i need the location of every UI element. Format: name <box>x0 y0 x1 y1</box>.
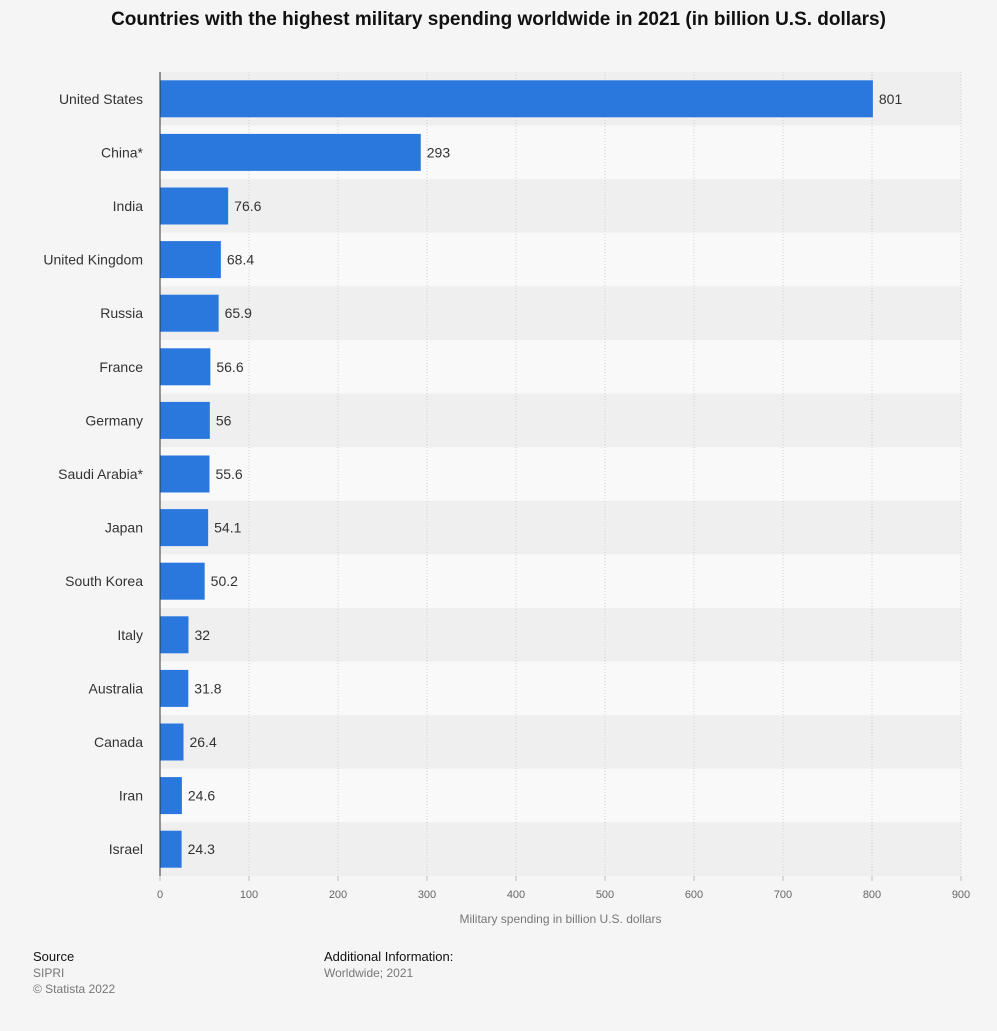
source-block: Source SIPRI © Statista 2022 <box>33 949 115 997</box>
x-tick-label: 0 <box>157 889 163 901</box>
x-tick-label: 800 <box>863 889 881 901</box>
bar[interactable] <box>160 401 210 439</box>
row-band <box>160 232 961 287</box>
row-band <box>160 447 961 501</box>
x-tick-label: 500 <box>596 889 614 901</box>
category-label: Germany <box>85 412 143 428</box>
data-label: 24.3 <box>188 841 215 857</box>
category-label: China* <box>101 144 144 160</box>
x-axis-title: Military spending in billion U.S. dollar… <box>459 912 661 926</box>
bar[interactable] <box>160 187 229 225</box>
category-label: Australia <box>89 680 144 696</box>
data-label: 24.6 <box>188 788 215 804</box>
category-label: Israel <box>109 841 143 857</box>
row-band <box>160 608 961 662</box>
bar[interactable] <box>160 133 421 171</box>
category-label: Saudi Arabia* <box>58 466 143 482</box>
x-tick-label: 400 <box>507 889 525 901</box>
data-label: 293 <box>427 144 451 160</box>
data-label: 54.1 <box>214 520 241 536</box>
additional-info-line: Worldwide; 2021 <box>324 966 414 980</box>
data-label: 68.4 <box>227 252 254 268</box>
x-tick-label: 700 <box>774 889 792 901</box>
category-label: India <box>113 198 144 214</box>
row-band <box>160 340 961 394</box>
category-label: Italy <box>117 627 143 643</box>
row-band <box>160 393 961 448</box>
x-tick-label: 200 <box>329 889 347 901</box>
category-label: Russia <box>100 305 143 321</box>
x-tick-label: 100 <box>240 889 258 901</box>
source-heading: Source <box>33 949 75 964</box>
row-band <box>160 286 961 340</box>
data-label: 56.6 <box>216 359 243 375</box>
data-label: 76.6 <box>234 198 261 214</box>
bar[interactable] <box>160 562 205 600</box>
bar[interactable] <box>160 669 189 707</box>
bar[interactable] <box>160 348 211 386</box>
bar[interactable] <box>160 294 219 332</box>
bar-chart: United States 801 China* 293 India 76.6 United… <box>43 72 970 926</box>
chart-title: Countries with the highest military spen… <box>111 9 886 30</box>
data-label: 801 <box>879 91 903 107</box>
source-line-1[interactable]: SIPRI <box>33 966 65 980</box>
bar[interactable] <box>160 777 182 815</box>
source-line-2: © Statista 2022 <box>33 982 116 996</box>
row-band <box>160 179 961 233</box>
bar[interactable] <box>160 241 221 279</box>
row-band <box>160 554 961 608</box>
bar[interactable] <box>160 80 873 118</box>
category-label: United States <box>59 91 143 107</box>
bar[interactable] <box>160 509 209 547</box>
category-label: United Kingdom <box>43 252 143 268</box>
category-label: France <box>99 359 143 375</box>
x-tick-label: 600 <box>685 889 703 901</box>
category-label: Japan <box>105 520 143 536</box>
row-band <box>160 768 961 823</box>
bar[interactable] <box>160 455 210 493</box>
data-label: 26.4 <box>189 734 216 750</box>
row-band <box>160 661 961 716</box>
additional-info-block: Additional Information: Worldwide; 2021 <box>324 949 453 981</box>
data-label: 32 <box>194 627 210 643</box>
row-band <box>160 715 961 769</box>
category-label: Iran <box>119 788 143 804</box>
data-label: 31.8 <box>194 680 221 696</box>
bar[interactable] <box>160 616 189 654</box>
bar[interactable] <box>160 723 184 761</box>
data-label: 56 <box>216 412 232 428</box>
x-tick-label: 300 <box>418 889 436 901</box>
additional-info-heading: Additional Information: <box>324 949 454 964</box>
data-label: 55.6 <box>215 466 242 482</box>
category-label: South Korea <box>65 573 143 589</box>
row-band <box>160 822 961 876</box>
x-tick-label: 900 <box>952 889 970 901</box>
row-band <box>160 500 961 555</box>
data-label: 50.2 <box>211 573 238 589</box>
bar[interactable] <box>160 830 182 868</box>
data-label: 65.9 <box>225 305 252 321</box>
category-label: Canada <box>94 734 143 750</box>
